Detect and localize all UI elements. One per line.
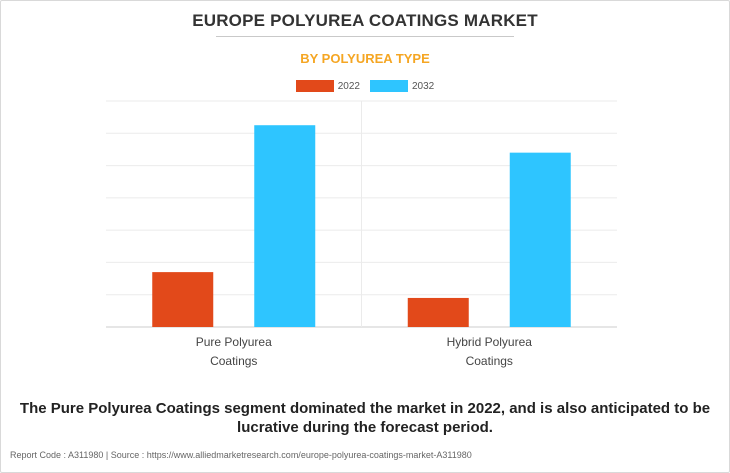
bar-2032-1: [254, 125, 316, 327]
legend-item-2032[interactable]: 2032: [370, 80, 434, 92]
chart-legend: 2022 2032: [0, 80, 730, 92]
legend-swatch-2032: [370, 80, 408, 92]
legend-item-2022[interactable]: 2022: [295, 80, 360, 92]
legend-label-2022: 2022: [337, 80, 360, 92]
legend-swatch-2022: [295, 80, 334, 92]
chart-subtitle: BY POLYUREA TYPE: [300, 51, 430, 66]
category-label-1-line-1: Pure Polyurea: [196, 335, 272, 349]
category-label-2-line-2: Coatings: [466, 354, 513, 368]
report-footer: Report Code : A311980 | Source : https:/…: [10, 450, 472, 460]
bar-2022-1: [152, 272, 214, 327]
bar-2022-2: [407, 297, 469, 327]
bar-2032-2: [509, 152, 571, 327]
legend-label-2032: 2032: [412, 80, 435, 92]
chart-title: EUROPE POLYUREA COATINGS MARKET: [192, 11, 538, 30]
chart-summary: The Pure Polyurea Coatings segment domin…: [19, 400, 711, 436]
category-label-2-line-1: Hybrid Polyurea: [447, 335, 533, 349]
category-label-1-line-2: Coatings: [210, 354, 257, 368]
title-divider: [216, 36, 514, 37]
